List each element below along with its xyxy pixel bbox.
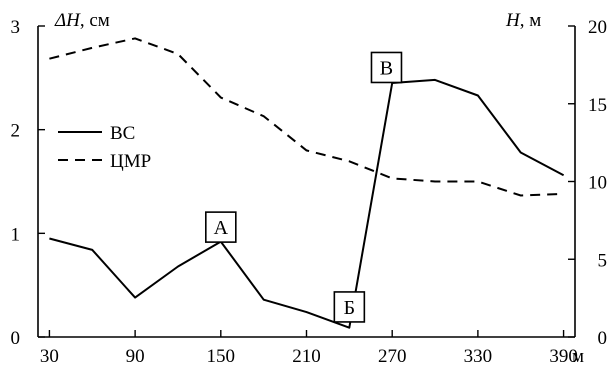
annotation-layer: А Б В xyxy=(205,51,403,323)
x-tick-label: 210 xyxy=(292,346,321,367)
x-tick-label: 90 xyxy=(126,346,145,367)
right-y-tick-label: 0 xyxy=(598,328,608,349)
annotation-box-1 xyxy=(333,291,366,323)
right-y-tick-label: 5 xyxy=(598,250,608,271)
legend-label-vs: ВС xyxy=(110,123,135,144)
right-y-tick-label: 10 xyxy=(588,173,607,194)
right-axis-label: H, м xyxy=(505,10,541,31)
annotation-label-1: Б xyxy=(344,297,355,319)
x-tick-label: 390 xyxy=(549,346,578,367)
series-line-0 xyxy=(49,78,565,329)
annotation-label-0: А xyxy=(214,217,229,239)
left-y-tick-label: 0 xyxy=(11,328,21,349)
right-y-tick-label: 15 xyxy=(588,95,607,116)
right-y-tick-label: 20 xyxy=(588,17,607,38)
annotation-box-0 xyxy=(205,211,237,243)
left-y-tick-label: 2 xyxy=(11,121,21,142)
right-axis-unit: , м xyxy=(520,10,542,31)
x-tick-label: 30 xyxy=(40,346,59,367)
x-tick-label: 330 xyxy=(464,346,493,367)
left-axis-symbol: ΔH xyxy=(54,10,81,31)
left-axis-label: ΔH, см xyxy=(54,10,110,31)
series-layer xyxy=(49,37,565,329)
legend: ВС ЦМР xyxy=(58,123,151,172)
annotation-label-2: В xyxy=(380,57,393,79)
legend-label-tsmr: ЦМР xyxy=(110,151,151,172)
right-axis-symbol: H xyxy=(505,10,521,31)
x-tick-label: 150 xyxy=(207,346,236,367)
series-line-1 xyxy=(49,37,564,197)
x-tick-label: 270 xyxy=(378,346,407,367)
annotation-box-2 xyxy=(370,51,403,84)
left-axis-unit: , см xyxy=(80,10,110,31)
left-y-tick-label: 3 xyxy=(11,17,21,38)
x-axis-unit: м xyxy=(572,346,584,367)
left-y-tick-label: 1 xyxy=(11,224,21,245)
